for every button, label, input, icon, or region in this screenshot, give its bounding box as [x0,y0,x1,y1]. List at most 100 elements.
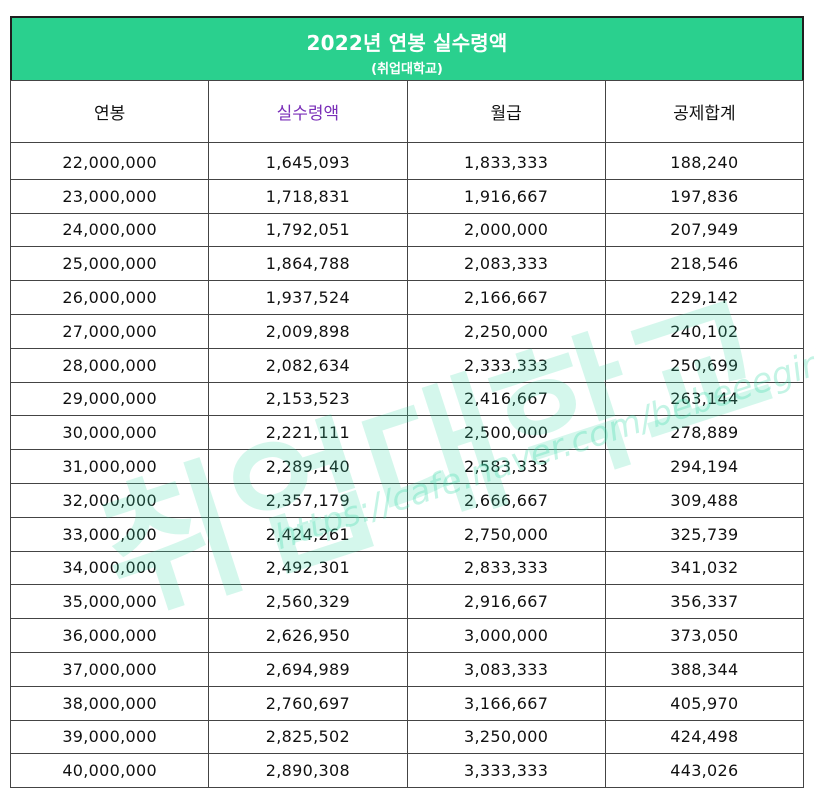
cell-annual-salary: 39,000,000 [9,719,210,755]
page-subtitle: (취업대학교) [371,62,443,77]
table-row: 24,000,000 1,792,051 2,000,000 207,949 [9,212,805,248]
cell-annual-salary: 38,000,000 [9,685,210,721]
title-banner: 2022년 연봉 실수령액 (취업대학교) [10,16,804,82]
cell-net-pay: 1,645,093 [208,142,408,180]
page-title: 2022년 연봉 실수령액 [306,31,508,55]
cell-annual-salary: 36,000,000 [9,618,210,653]
cell-monthly-salary: 2,750,000 [406,516,606,552]
cell-monthly-salary: 2,000,000 [406,212,606,248]
cell-annual-salary: 29,000,000 [9,381,210,417]
cell-monthly-salary: 3,333,333 [406,753,606,788]
cell-net-pay: 2,082,634 [208,347,408,383]
cell-annual-salary: 33,000,000 [9,516,210,552]
cell-annual-salary: 37,000,000 [9,651,210,687]
cell-total-deduction: 341,032 [604,550,805,586]
cell-total-deduction: 373,050 [604,618,805,653]
table-row: 23,000,000 1,718,831 1,916,667 197,836 [9,178,805,214]
table-row: 27,000,000 2,009,898 2,250,000 240,102 [9,313,805,349]
cell-net-pay: 2,357,179 [208,482,408,518]
cell-net-pay: 2,560,329 [208,584,408,620]
cell-monthly-salary: 2,333,333 [406,347,606,383]
cell-annual-salary: 22,000,000 [9,142,210,180]
cell-net-pay: 2,626,950 [208,618,408,653]
cell-total-deduction: 240,102 [604,313,805,349]
cell-total-deduction: 309,488 [604,482,805,518]
cell-total-deduction: 356,337 [604,584,805,620]
cell-total-deduction: 263,144 [604,381,805,417]
cell-monthly-salary: 2,083,333 [406,246,606,282]
cell-monthly-salary: 3,250,000 [406,719,606,755]
cell-total-deduction: 405,970 [604,685,805,721]
cell-monthly-salary: 2,916,667 [406,584,606,620]
cell-monthly-salary: 1,916,667 [406,178,606,214]
cell-annual-salary: 34,000,000 [9,550,210,586]
cell-net-pay: 2,492,301 [208,550,408,586]
cell-total-deduction: 229,142 [604,280,805,315]
cell-net-pay: 2,825,502 [208,719,408,755]
table-row: 22,000,000 1,645,093 1,833,333 188,240 [9,142,805,180]
salary-table: 연봉 실수령액 월급 공제합계 22,000,000 1,645,093 1,833… [9,80,805,788]
cell-monthly-salary: 2,583,333 [406,449,606,484]
cell-monthly-salary: 3,000,000 [406,618,606,653]
cell-total-deduction: 325,739 [604,516,805,552]
cell-total-deduction: 278,889 [604,415,805,451]
cell-net-pay: 1,792,051 [208,212,408,248]
table-row: 30,000,000 2,221,111 2,500,000 278,889 [9,415,805,451]
table-row: 28,000,000 2,082,634 2,333,333 250,699 [9,347,805,383]
cell-monthly-salary: 2,833,333 [406,550,606,586]
cell-total-deduction: 197,836 [604,178,805,214]
cell-net-pay: 2,009,898 [208,313,408,349]
cell-net-pay: 2,221,111 [208,415,408,451]
cell-annual-salary: 40,000,000 [9,753,210,788]
cell-total-deduction: 424,498 [604,719,805,755]
cell-total-deduction: 188,240 [604,142,805,180]
cell-net-pay: 2,760,697 [208,685,408,721]
table-row: 35,000,000 2,560,329 2,916,667 356,337 [9,584,805,620]
cell-monthly-salary: 2,166,667 [406,280,606,315]
cell-annual-salary: 28,000,000 [9,347,210,383]
cell-monthly-salary: 2,416,667 [406,381,606,417]
header-annual-salary: 연봉 [9,80,210,143]
table-body: 22,000,000 1,645,093 1,833,333 188,240 23,00… [9,142,805,788]
cell-total-deduction: 294,194 [604,449,805,484]
cell-net-pay: 2,694,989 [208,651,408,687]
cell-net-pay: 2,890,308 [208,753,408,788]
cell-annual-salary: 26,000,000 [9,280,210,315]
table-row: 39,000,000 2,825,502 3,250,000 424,498 [9,719,805,755]
cell-annual-salary: 27,000,000 [9,313,210,349]
table-row: 32,000,000 2,357,179 2,666,667 309,488 [9,482,805,518]
table-row: 29,000,000 2,153,523 2,416,667 263,144 [9,381,805,417]
table-row: 34,000,000 2,492,301 2,833,333 341,032 [9,550,805,586]
cell-annual-salary: 35,000,000 [9,584,210,620]
cell-monthly-salary: 2,250,000 [406,313,606,349]
cell-net-pay: 1,937,524 [208,280,408,315]
cell-net-pay: 1,718,831 [208,178,408,214]
cell-total-deduction: 218,546 [604,246,805,282]
cell-annual-salary: 30,000,000 [9,415,210,451]
cell-monthly-salary: 2,666,667 [406,482,606,518]
cell-annual-salary: 32,000,000 [9,482,210,518]
cell-annual-salary: 25,000,000 [9,246,210,282]
header-row: 연봉 실수령액 월급 공제합계 [9,80,805,143]
table-row: 25,000,000 1,864,788 2,083,333 218,546 [9,246,805,282]
table-row: 33,000,000 2,424,261 2,750,000 325,739 [9,516,805,552]
cell-total-deduction: 250,699 [604,347,805,383]
header-total-deduction: 공제합계 [604,80,805,143]
cell-net-pay: 1,864,788 [208,246,408,282]
cell-total-deduction: 388,344 [604,651,805,687]
cell-monthly-salary: 3,083,333 [406,651,606,687]
cell-total-deduction: 207,949 [604,212,805,248]
table-row: 38,000,000 2,760,697 3,166,667 405,970 [9,685,805,721]
table-row: 36,000,000 2,626,950 3,000,000 373,050 [9,618,805,653]
cell-net-pay: 2,424,261 [208,516,408,552]
table-row: 31,000,000 2,289,140 2,583,333 294,194 [9,449,805,484]
cell-net-pay: 2,153,523 [208,381,408,417]
cell-monthly-salary: 1,833,333 [406,142,606,180]
cell-annual-salary: 24,000,000 [9,212,210,248]
table-row: 40,000,000 2,890,308 3,333,333 443,026 [9,753,805,788]
table-row: 37,000,000 2,694,989 3,083,333 388,344 [9,651,805,687]
cell-monthly-salary: 3,166,667 [406,685,606,721]
header-monthly-salary: 월급 [406,80,606,143]
header-net-pay: 실수령액 [208,80,408,143]
cell-net-pay: 2,289,140 [208,449,408,484]
